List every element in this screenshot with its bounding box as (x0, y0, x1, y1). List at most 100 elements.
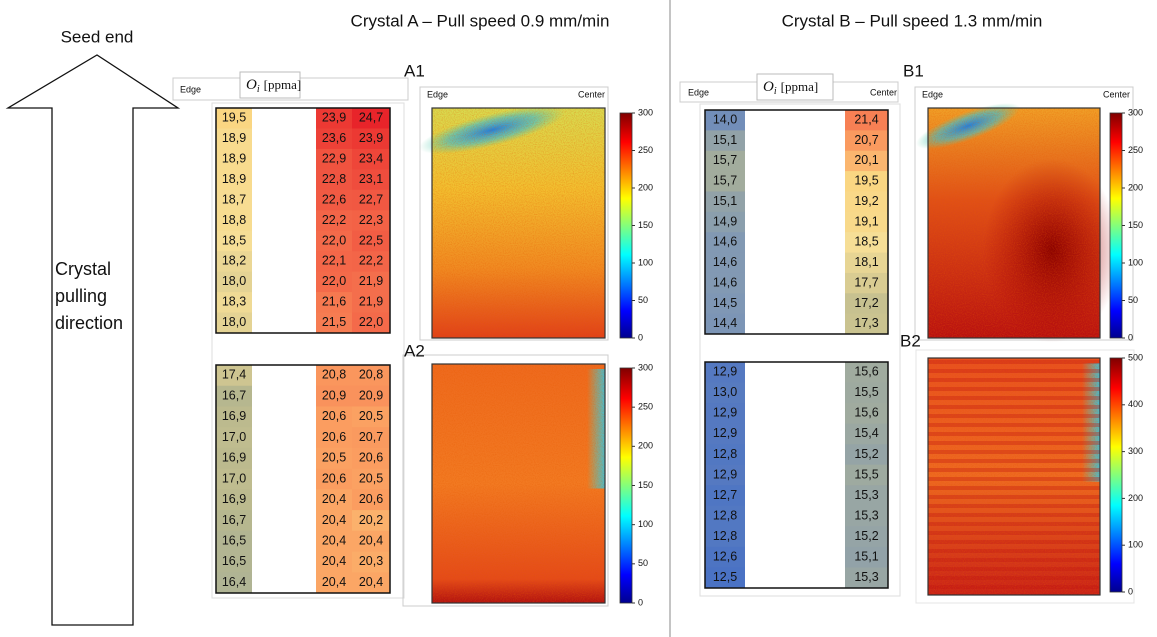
cell-value: 20,7 (359, 430, 383, 444)
colorbar-tick-label: 100 (638, 519, 653, 529)
cell-value: 18,7 (222, 192, 246, 206)
cell-value: 18,5 (854, 235, 878, 249)
cell-value: 19,1 (854, 214, 878, 228)
arrow-label: pulling (55, 286, 107, 306)
cell-value: 22,5 (359, 233, 383, 247)
cell-value: 22,8 (322, 172, 346, 186)
cell-value: 23,9 (359, 131, 383, 145)
cell-value: 19,2 (854, 194, 878, 208)
cell-value: 15,1 (713, 194, 737, 208)
cell-value: 16,5 (222, 533, 246, 547)
cell-value: 22,9 (322, 151, 346, 165)
cell-value: 20,4 (359, 575, 383, 589)
cell-value: 16,9 (222, 409, 246, 423)
noise (432, 108, 605, 338)
map-center: Center (1103, 89, 1130, 99)
cell-value: 18,0 (222, 274, 246, 288)
cell-value: 15,1 (713, 133, 737, 147)
cell-value: 15,5 (854, 467, 878, 481)
heatmap (912, 94, 1121, 343)
cell-value: 14,0 (713, 112, 737, 126)
cell-value: 20,8 (322, 368, 346, 382)
map-label: A2 (404, 341, 425, 360)
cell-value: 16,4 (222, 575, 246, 589)
cell-value: 20,4 (322, 492, 346, 506)
cell-value: 16,9 (222, 451, 246, 465)
quantity-unit: [ppma] (781, 79, 819, 94)
colorbar-tick-label: 0 (638, 332, 643, 342)
arrow-label: direction (55, 313, 123, 333)
cell-value: 16,5 (222, 554, 246, 568)
map-label: B2 (900, 331, 921, 350)
cell-value: 12,8 (713, 529, 737, 543)
header-center: Center (870, 87, 897, 97)
colorbar (1110, 113, 1122, 338)
cell-value: 15,6 (854, 365, 878, 379)
colorbar-tick-label: 500 (1128, 352, 1143, 362)
cell-value: 15,7 (713, 153, 737, 167)
cell-value: 14,5 (713, 296, 737, 310)
cell-value: 20,2 (359, 513, 383, 527)
cell-value: 20,4 (322, 575, 346, 589)
cell-value: 14,6 (713, 275, 737, 289)
cell-value: 23,6 (322, 131, 346, 145)
cell-value: 19,5 (222, 111, 246, 125)
colorbar-tick-label: 50 (638, 558, 648, 568)
quantity-symbol: O (763, 79, 774, 95)
map-label: B1 (903, 61, 924, 80)
cell-value: 12,9 (713, 467, 737, 481)
cell-value: 20,4 (322, 513, 346, 527)
colorbar-tick-label: 250 (1128, 145, 1143, 155)
crystal-title: Crystal B – Pull speed 1.3 mm/min (782, 11, 1043, 30)
cell-value: 20,9 (322, 388, 346, 402)
cell-value: 18,2 (222, 254, 246, 268)
cell-value: 15,3 (854, 570, 878, 584)
cell-value: 19,5 (854, 174, 878, 188)
cell-value: 12,8 (713, 508, 737, 522)
map-edge: Edge (427, 89, 448, 99)
cell-value: 20,4 (322, 533, 346, 547)
colorbar-tick-label: 300 (638, 362, 653, 372)
map-center: Center (578, 89, 605, 99)
colorbar-tick-label: 250 (638, 402, 653, 412)
cell-value: 18,9 (222, 172, 246, 186)
cell-value: 15,3 (854, 488, 878, 502)
header-edge: Edge (180, 84, 201, 94)
map-edge: Edge (922, 89, 943, 99)
cell-value: 17,2 (854, 296, 878, 310)
colorbar-tick-label: 150 (1128, 220, 1143, 230)
cell-value: 15,1 (854, 549, 878, 563)
cell-value: 22,0 (322, 274, 346, 288)
cell-value: 17,4 (222, 368, 246, 382)
cell-value: 20,9 (359, 388, 383, 402)
cell-value: 16,7 (222, 388, 246, 402)
cell-value: 16,7 (222, 513, 246, 527)
cell-value: 20,7 (854, 133, 878, 147)
cell-value: 20,6 (322, 471, 346, 485)
colorbar-tick-label: 150 (638, 220, 653, 230)
cell-value: 12,7 (713, 488, 737, 502)
cell-value: 15,4 (854, 426, 878, 440)
cell-value: 18,9 (222, 151, 246, 165)
cell-value: 24,7 (359, 111, 383, 125)
colorbar-tick-label: 100 (1128, 257, 1143, 267)
map-label: A1 (404, 61, 425, 80)
colorbar-tick-label: 50 (1128, 295, 1138, 305)
noise (432, 364, 605, 603)
quantity-symbol: O (246, 77, 257, 93)
cell-value: 21,9 (359, 274, 383, 288)
colorbar-tick-label: 200 (1128, 493, 1143, 503)
quantity-subscript: i (257, 84, 260, 95)
cell-value: 17,0 (222, 430, 246, 444)
cell-value: 23,9 (322, 111, 346, 125)
cell-value: 20,1 (854, 153, 878, 167)
cell-value: 18,5 (222, 233, 246, 247)
cell-value: 14,9 (713, 214, 737, 228)
cell-value: 20,8 (359, 368, 383, 382)
colorbar-tick-label: 300 (638, 107, 653, 117)
colorbar (620, 113, 632, 338)
colorbar-tick-label: 100 (638, 257, 653, 267)
cell-value: 22,2 (359, 254, 383, 268)
cell-value: 23,1 (359, 172, 383, 186)
arrow-label: Crystal (55, 259, 111, 279)
